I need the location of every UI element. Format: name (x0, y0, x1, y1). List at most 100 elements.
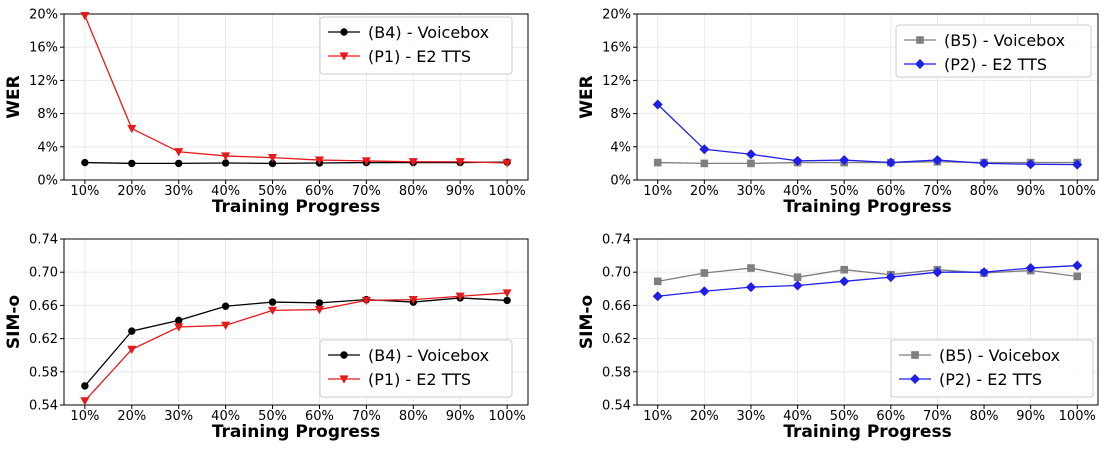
axes-frame (636, 13, 1099, 181)
legend-marker (340, 351, 348, 359)
x-tick-label: 60% (305, 409, 334, 424)
y-tick-label: 0.66 (29, 299, 58, 314)
data-point (81, 158, 89, 167)
legend-label: (B5) - Voicebox (944, 31, 1065, 50)
x-tick-label: 70% (352, 184, 381, 199)
y-tick-label: 0.70 (602, 266, 631, 281)
x-tick-label: 80% (399, 409, 428, 424)
x-axis-label: Training Progress (783, 197, 951, 217)
legend-box (895, 24, 1092, 78)
y-axis-label: SIM-o (4, 295, 24, 349)
y-tick-label: 0.58 (602, 365, 631, 380)
data-point (455, 292, 465, 301)
data-point (268, 298, 277, 306)
series--b5-voicebox (653, 264, 1082, 286)
data-point (80, 397, 90, 406)
data-point (174, 323, 184, 332)
data-point (653, 277, 662, 286)
x-tick-label: 80% (399, 184, 428, 199)
data-point (699, 144, 710, 155)
legend-box (890, 339, 1094, 398)
legend-marker (914, 58, 926, 70)
data-point (700, 269, 709, 277)
series-line (84, 15, 508, 164)
legend-box (319, 339, 513, 398)
y-tick-label: 16% (29, 41, 58, 56)
legend-label: (B4) - Voicebox (368, 23, 489, 42)
x-tick-label: 20% (117, 409, 146, 424)
x-tick-label: 20% (117, 184, 146, 199)
data-point (839, 276, 850, 287)
legend-marker (340, 28, 348, 36)
data-point (885, 157, 896, 168)
series-line (657, 161, 1078, 165)
data-point (792, 280, 803, 291)
x-tick-label: 30% (164, 184, 193, 199)
data-point (932, 267, 943, 278)
legend-label: (P1) - E2 TTS (368, 370, 471, 389)
legend-label: (P1) - E2 TTS (368, 47, 471, 66)
data-point (361, 157, 371, 166)
data-point (502, 289, 512, 298)
data-point (745, 282, 756, 293)
x-tick-label: 10% (70, 409, 99, 424)
data-point (455, 158, 465, 167)
y-tick-label: 0% (610, 174, 631, 189)
data-point (128, 159, 136, 168)
x-tick-label: 10% (70, 184, 99, 199)
data-point (700, 159, 709, 168)
series-line (84, 297, 508, 387)
legend-label: (B5) - Voicebox (939, 346, 1060, 365)
x-tick-label: 70% (352, 409, 381, 424)
x-tick-label: 40% (783, 184, 812, 199)
y-tick-label: 8% (37, 107, 58, 122)
series--p1-e2-tts (80, 289, 512, 406)
y-tick-label: 12% (602, 74, 631, 89)
data-point (1072, 260, 1083, 271)
y-tick-label: 8% (610, 107, 631, 122)
legend-box (319, 16, 513, 75)
x-tick-label: 30% (737, 184, 766, 199)
x-tick-label: 40% (211, 409, 240, 424)
legend-marker (916, 36, 924, 44)
y-tick-label: 12% (29, 74, 58, 89)
x-axis-label: Training Progress (212, 422, 380, 442)
x-tick-label: 50% (830, 184, 859, 199)
x-tick-label: 50% (830, 409, 859, 424)
series-line (84, 292, 508, 402)
data-point (315, 299, 324, 307)
series-line (657, 264, 1078, 297)
data-point (840, 265, 848, 274)
x-tick-label: 20% (690, 184, 719, 199)
y-tick-label: 0.74 (602, 233, 631, 248)
panel-sim-right: 0.54 0.58 0.62 0.66 0.70 0.74 10% 20% 30% 40% 50% 6… (577, 233, 1099, 442)
x-tick-label: 90% (446, 184, 475, 199)
data-point (127, 345, 137, 355)
legend: (B5) - Voicebox (P2) - E2 TTS (895, 24, 1092, 78)
data-point (1073, 272, 1082, 281)
data-point (267, 306, 278, 316)
data-point (653, 158, 662, 167)
data-point (361, 296, 371, 306)
y-axis-label: SIM-o (577, 295, 597, 349)
panel-wer-right: 0% 4% 8% 12% 16% 20% 10% 20% 30% 40% 50% 60% 70% 80% 9… (577, 8, 1099, 217)
x-tick-label: 60% (876, 184, 905, 199)
data-point (885, 272, 896, 283)
series-line (657, 104, 1078, 166)
y-axis-label: WER (4, 75, 24, 118)
data-point (979, 267, 990, 278)
x-tick-label: 50% (258, 184, 287, 199)
y-tick-label: 0.62 (29, 332, 58, 347)
y-tick-label: 0% (37, 174, 58, 189)
data-point (745, 149, 756, 160)
x-tick-label: 90% (446, 409, 475, 424)
y-tick-label: 0.54 (602, 399, 631, 414)
data-point (979, 158, 990, 169)
legend: (B4) - Voicebox (P1) - E2 TTS (319, 16, 513, 75)
x-tick-label: 70% (923, 409, 952, 424)
data-point (1072, 159, 1083, 170)
data-point (408, 158, 418, 167)
y-tick-label: 0.54 (29, 399, 58, 414)
data-point (793, 273, 802, 281)
y-tick-label: 0.58 (29, 365, 58, 380)
